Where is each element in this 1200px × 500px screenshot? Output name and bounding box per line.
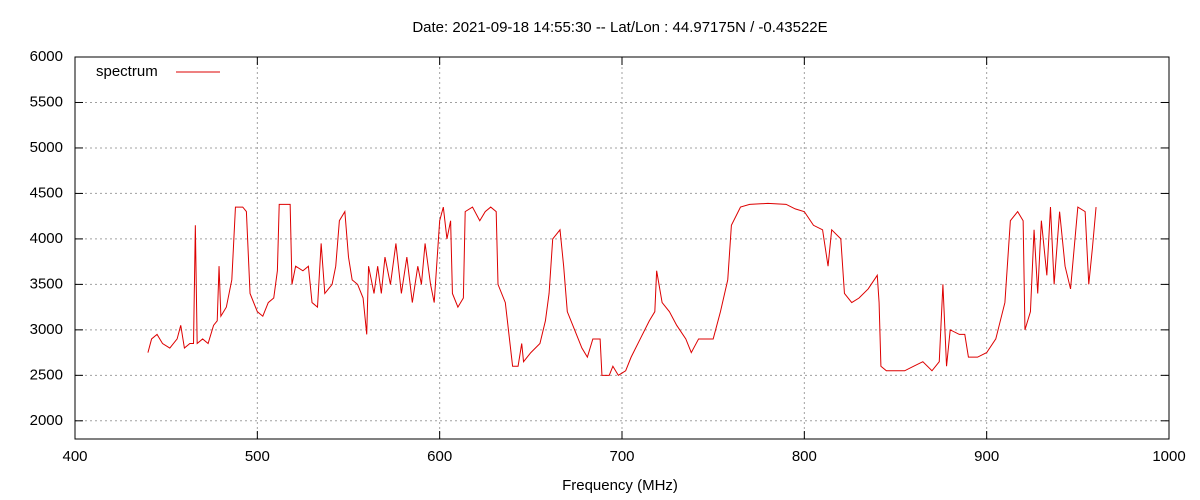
x-tick-label: 600 [427, 448, 452, 465]
y-tick-label: 2000 [30, 412, 63, 429]
x-tick-label: 700 [609, 448, 634, 465]
y-tick-label: 5000 [30, 139, 63, 156]
x-tick-label: 800 [792, 448, 817, 465]
plot-border [74, 56, 1170, 440]
chart-title: Date: 2021-09-18 14:55:30 -- Lat/Lon : 4… [412, 19, 827, 36]
x-tick-label: 400 [62, 448, 87, 465]
y-tick-label: 3500 [30, 275, 63, 292]
data-line [147, 202, 1097, 377]
y-tick-label: 2500 [30, 366, 63, 383]
y-tick-label: 3000 [30, 321, 63, 338]
legend-label: spectrum [96, 63, 158, 80]
y-tick-label: 4000 [30, 230, 63, 247]
x-tick-label: 500 [245, 448, 270, 465]
y-tick-label: 4500 [30, 184, 63, 201]
y-tick-label: 6000 [30, 48, 63, 65]
x-axis-label: Frequency (MHz) [562, 477, 678, 494]
x-tick-label: 1000 [1152, 448, 1185, 465]
y-tick-label: 5500 [30, 93, 63, 110]
x-tick-label: 900 [974, 448, 999, 465]
